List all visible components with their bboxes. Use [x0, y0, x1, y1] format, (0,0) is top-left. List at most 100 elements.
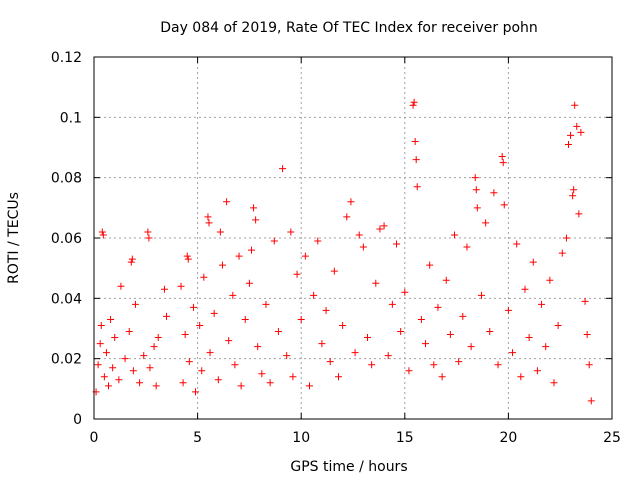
data-point — [459, 312, 467, 320]
data-point — [393, 240, 401, 248]
data-point — [117, 282, 125, 290]
data-point — [334, 373, 342, 381]
data-point — [411, 137, 419, 145]
data-point — [121, 355, 129, 363]
data-point — [181, 331, 189, 339]
data-point — [131, 300, 139, 308]
data-point — [145, 234, 153, 242]
data-point — [583, 331, 591, 339]
data-point — [183, 252, 191, 260]
data-point — [573, 122, 581, 130]
data-point — [558, 249, 566, 257]
data-point — [477, 291, 485, 299]
data-point — [225, 337, 233, 345]
data-point — [204, 213, 212, 221]
x-tick-label: 10 — [292, 430, 310, 446]
data-point — [405, 367, 413, 375]
y-tick-label: 0.02 — [51, 352, 82, 368]
data-point — [111, 334, 119, 342]
data-point — [359, 243, 367, 251]
data-point — [587, 397, 595, 405]
data-point — [581, 297, 589, 305]
data-point — [115, 376, 123, 384]
data-point — [562, 234, 570, 242]
data-point — [154, 334, 162, 342]
data-point — [410, 98, 418, 106]
data-point — [500, 201, 508, 209]
data-point — [509, 349, 517, 357]
data-point — [318, 340, 326, 348]
x-axis-label: GPS time / hours — [290, 459, 407, 475]
y-tick-label: 0.1 — [60, 110, 82, 126]
data-point — [235, 252, 243, 260]
data-point — [330, 267, 338, 275]
data-point — [412, 156, 420, 164]
data-point — [98, 228, 106, 236]
data-point — [270, 237, 278, 245]
data-point — [129, 367, 137, 375]
data-point — [490, 189, 498, 197]
x-tick-label: 0 — [90, 430, 99, 446]
chart-title: Day 084 of 2019, Rate Of TEC Index for r… — [160, 20, 538, 36]
data-point — [254, 343, 262, 351]
data-point — [426, 261, 434, 269]
data-point — [368, 361, 376, 369]
y-tick-label: 0.12 — [51, 50, 82, 66]
data-point — [297, 315, 305, 323]
data-point — [542, 343, 550, 351]
data-point — [585, 361, 593, 369]
x-tick-label: 25 — [603, 430, 621, 446]
data-point — [376, 225, 384, 233]
data-point — [223, 198, 231, 206]
data-point — [471, 174, 479, 182]
data-point — [127, 258, 135, 266]
y-tick-label: 0.08 — [51, 171, 82, 187]
data-point — [140, 352, 148, 360]
data-point — [521, 285, 529, 293]
data-point — [422, 340, 430, 348]
data-point — [189, 303, 197, 311]
data-point — [205, 219, 213, 227]
data-point — [192, 388, 200, 396]
data-point — [322, 306, 330, 314]
data-point — [351, 349, 359, 357]
data-point — [237, 382, 245, 390]
data-point — [397, 328, 405, 336]
data-point — [463, 243, 471, 251]
data-point — [538, 300, 546, 308]
data-point — [482, 219, 490, 227]
data-point — [94, 361, 102, 369]
data-point — [287, 228, 295, 236]
grid-layer — [94, 57, 612, 419]
data-point — [564, 140, 572, 148]
data-point — [247, 246, 255, 254]
data-point — [567, 131, 575, 139]
data-point — [339, 321, 347, 329]
data-point — [210, 309, 218, 317]
data-point — [446, 331, 454, 339]
x-tick-label: 20 — [499, 430, 517, 446]
y-tick-label: 0 — [73, 412, 82, 428]
data-point — [107, 315, 115, 323]
x-tick-label: 15 — [396, 430, 414, 446]
data-point — [577, 128, 585, 136]
data-point — [364, 334, 372, 342]
data-point — [160, 285, 168, 293]
data-point — [486, 328, 494, 336]
data-point — [388, 300, 396, 308]
data-point — [279, 165, 287, 173]
data-point — [266, 379, 274, 387]
data-point — [550, 379, 558, 387]
data-point — [372, 279, 380, 287]
data-point — [198, 367, 206, 375]
data-point — [206, 349, 214, 357]
data-point — [218, 261, 226, 269]
data-point — [231, 361, 239, 369]
data-point — [96, 340, 104, 348]
data-point — [144, 228, 152, 236]
data-point — [99, 231, 107, 239]
data-point — [570, 186, 578, 194]
data-point — [216, 228, 224, 236]
data-point — [384, 352, 392, 360]
